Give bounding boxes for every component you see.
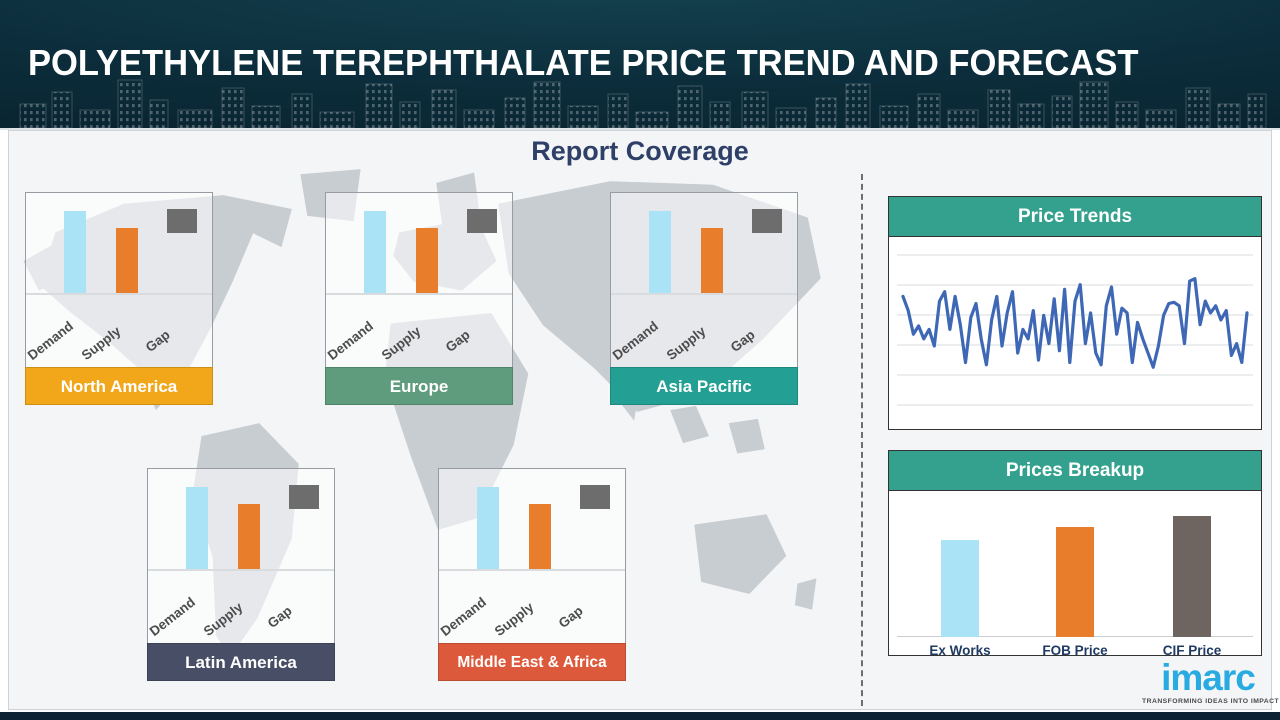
demand-bar: [64, 211, 86, 293]
axis-label-supply: Supply: [200, 599, 246, 639]
supply-bar: [529, 503, 551, 569]
supply-bar: [701, 227, 723, 293]
dashed-divider: [861, 174, 863, 706]
cif-price-bar: [1173, 515, 1211, 637]
axis-label-supply: Supply: [78, 323, 124, 363]
region-name-banner: Europe: [325, 367, 513, 405]
region-chart: Demand Supply Gap: [25, 192, 213, 367]
region-chart: Demand Supply Gap: [147, 468, 335, 643]
section-title: Report Coverage: [531, 136, 749, 166]
line-chart-svg: [897, 254, 1253, 406]
supply-bar: [238, 503, 260, 569]
axis-label-demand: Demand: [609, 318, 661, 363]
header-banner: POLYETHYLENE TEREPHTHALATE PRICE TREND A…: [0, 0, 1280, 130]
ex-works-bar: [941, 540, 979, 637]
axis-label-demand: Demand: [24, 318, 76, 363]
axis-label-demand: Demand: [324, 318, 376, 363]
gap-marker: [289, 485, 319, 509]
axis-label-supply: Supply: [491, 599, 537, 639]
supply-bar: [416, 227, 438, 293]
imarc-logo-tagline: TRANSFORMING IDEAS INTO IMPACT: [1142, 698, 1280, 705]
chart-baseline: [26, 293, 212, 295]
gap-marker: [752, 209, 782, 233]
chart-baseline: [611, 293, 797, 295]
region-card-asia-pacific: Demand Supply Gap Asia Pacific: [610, 192, 798, 405]
ex-works-label: Ex Works: [929, 643, 991, 658]
imarc-logo-wordmark: imarc: [1161, 657, 1256, 698]
fob-price-bar: [1056, 526, 1094, 637]
region-chart: Demand Supply Gap: [325, 192, 513, 367]
gap-marker: [467, 209, 497, 233]
price-trends-panel: Price Trends: [888, 196, 1262, 430]
axis-label-supply: Supply: [378, 323, 424, 363]
gap-marker: [167, 209, 197, 233]
demand-bar: [364, 211, 386, 293]
price-trend-line: [901, 277, 1249, 369]
region-name-banner: North America: [25, 367, 213, 405]
page-title: POLYETHYLENE TEREPHTHALATE PRICE TREND A…: [28, 42, 1139, 83]
region-name-banner: Middle East & Africa: [438, 643, 626, 681]
region-card-middle-east-africa: Demand Supply Gap Middle East & Africa: [438, 468, 626, 681]
gap-marker: [580, 485, 610, 509]
prices-breakup-header: Prices Breakup: [889, 451, 1261, 491]
chart-baseline: [326, 293, 512, 295]
chart-baseline: [148, 569, 334, 571]
bottom-accent-strip: [0, 712, 1280, 720]
price-trends-chart: [889, 237, 1261, 429]
axis-label-gap: Gap: [442, 327, 473, 355]
demand-bar: [186, 487, 208, 569]
region-card-latin-america: Demand Supply Gap Latin America: [147, 468, 335, 681]
region-name-banner: Asia Pacific: [610, 367, 798, 405]
demand-bar: [649, 211, 671, 293]
axis-label-gap: Gap: [142, 327, 173, 355]
region-card-europe: Demand Supply Gap Europe: [325, 192, 513, 405]
axis-label-supply: Supply: [663, 323, 709, 363]
axis-label-gap: Gap: [264, 603, 295, 631]
region-name-banner: Latin America: [147, 643, 335, 681]
axis-label-demand: Demand: [146, 594, 198, 639]
region-chart: Demand Supply Gap: [438, 468, 626, 643]
region-chart: Demand Supply Gap: [610, 192, 798, 367]
demand-bar: [477, 487, 499, 569]
fob-price-label: FOB Price: [1042, 643, 1108, 658]
cif-price-label: CIF Price: [1162, 643, 1222, 658]
prices-breakup-panel: Prices Breakup Ex Works FOB Price CIF Pr…: [888, 450, 1262, 658]
supply-bar: [116, 227, 138, 293]
imarc-logo: imarc TRANSFORMING IDEAS INTO IMPACT: [1142, 657, 1280, 705]
axis-label-gap: Gap: [555, 603, 586, 631]
axis-label-demand: Demand: [437, 594, 489, 639]
price-trends-header: Price Trends: [889, 197, 1261, 237]
prices-breakup-chart: Ex Works FOB Price CIF Price: [889, 491, 1261, 658]
axis-label-gap: Gap: [727, 327, 758, 355]
region-card-north-america: Demand Supply Gap North America: [25, 192, 213, 405]
chart-baseline: [439, 569, 625, 571]
city-skyline-graphic: [19, 79, 1267, 128]
